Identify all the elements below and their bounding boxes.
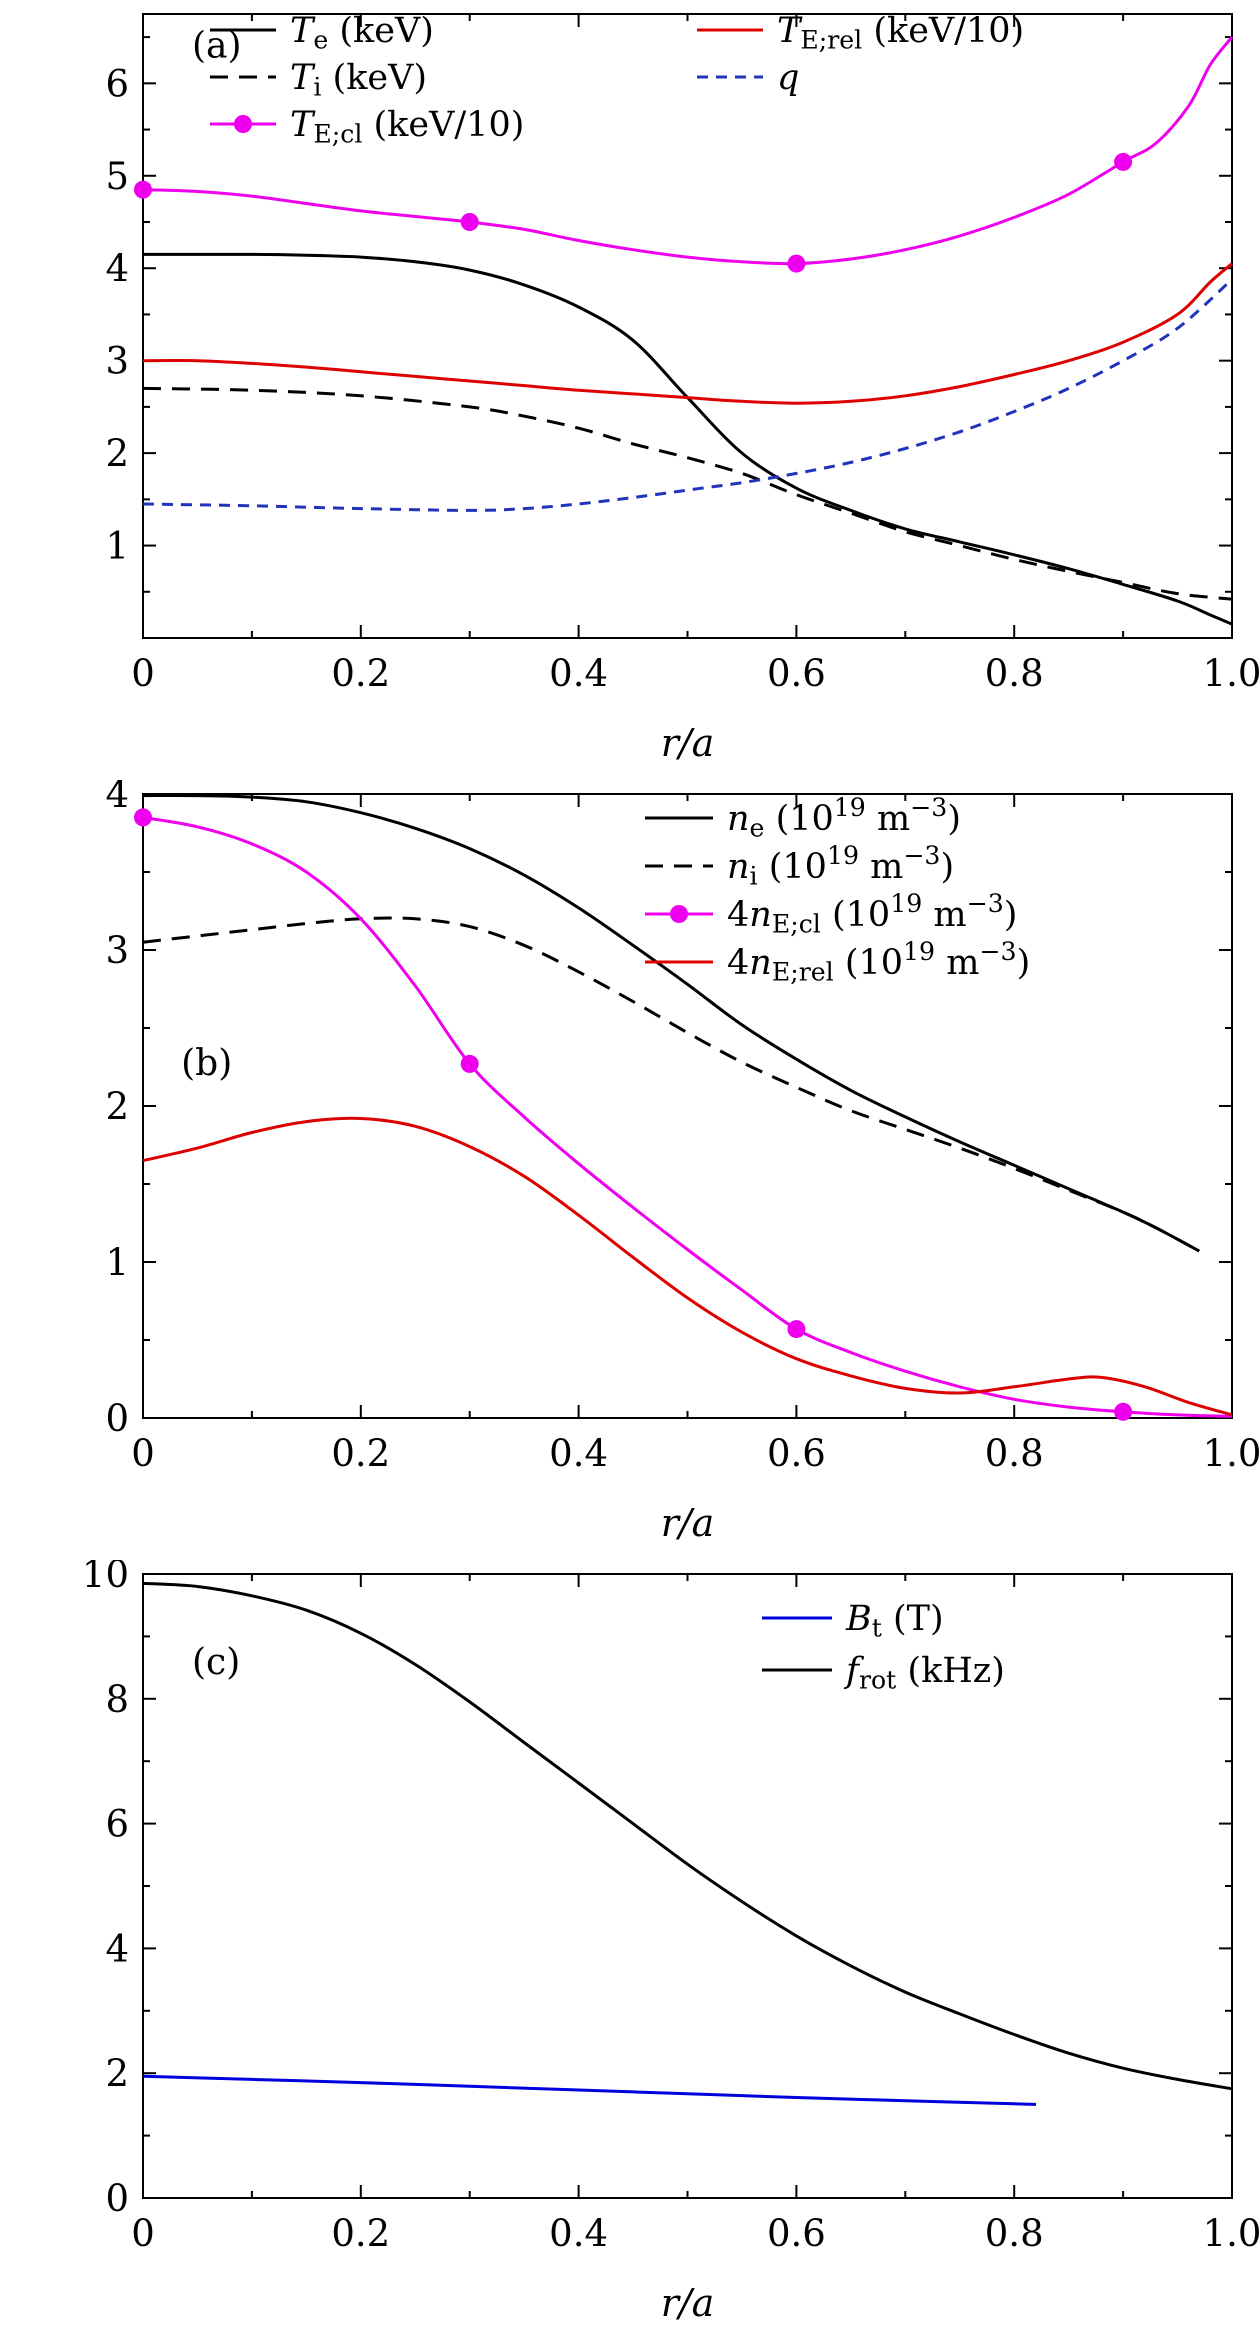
series-Te xyxy=(142,252,1233,626)
panel-a: 0 0.2 0.4 0.6 0.8 1.0 1 2 3 4 5 6 Te (keV) TE;rel (ke… xyxy=(0,0,1260,780)
series-Bt xyxy=(142,2074,1037,2106)
marker-TEcl xyxy=(787,254,806,273)
legend-label-Te: Te (keV) xyxy=(290,11,434,54)
x-tick-label: 1.0 xyxy=(1203,652,1260,695)
x-tick-label: 0.6 xyxy=(767,652,826,695)
plot-frame xyxy=(142,1573,1233,2199)
x-tick-label: 1.0 xyxy=(1203,2212,1260,2255)
panel-a-chart: 0 0.2 0.4 0.6 0.8 1.0 1 2 3 4 5 6 Te (keV) TE;rel (ke… xyxy=(105,11,1260,765)
x-axis-label: r/a xyxy=(661,721,715,765)
y-tick-label: 2 xyxy=(105,1085,129,1128)
y-tick-label: 0 xyxy=(105,2177,129,2220)
series-q xyxy=(142,278,1234,512)
panel-tag: (b) xyxy=(181,1043,232,1084)
panel-c: 0 0.2 0.4 0.6 0.8 1.0 0 2 4 6 8 10 Bt (T) frot (kHz) (… xyxy=(0,1560,1260,2340)
legend-marker-TEcl xyxy=(234,115,252,133)
x-tick-label: 0.2 xyxy=(331,2212,390,2255)
x-tick-label: 0.4 xyxy=(549,2212,608,2255)
y-tick-label: 0 xyxy=(105,1397,129,1440)
panel-b-chart: 0 0.2 0.4 0.6 0.8 1.0 0 1 2 3 4 ne (1019 m−3)ni (10… xyxy=(105,780,1260,1545)
x-tick-label: 0 xyxy=(131,652,155,695)
y-tick-label: 1 xyxy=(105,1241,129,1284)
x-axis-label: r/a xyxy=(661,1501,715,1545)
marker-TEcl xyxy=(460,213,479,231)
x-axis-label: r/a xyxy=(661,2281,715,2325)
panel-b: 0 0.2 0.4 0.6 0.8 1.0 0 1 2 3 4 ne (1019 m−3) ni (10… xyxy=(0,780,1260,1560)
x-tick-label: 0.6 xyxy=(767,1432,826,1475)
x-tick-label: 0.8 xyxy=(985,652,1044,695)
marker-4nEcl xyxy=(787,1320,806,1339)
series-TErel xyxy=(142,262,1233,405)
x-tick-label: 0 xyxy=(131,2212,155,2255)
x-tick-label: 0.4 xyxy=(549,652,608,695)
series-frot xyxy=(142,1581,1233,2091)
legend-label-Ti: Ti (keV) xyxy=(290,58,427,101)
legend-label-Bt: Bt (T) xyxy=(845,1599,944,1642)
marker-4nEcl xyxy=(1114,1402,1133,1421)
panel-tag: (a) xyxy=(192,26,242,67)
legend-label-4nErel: 4nE;rel (1019 m−3) xyxy=(727,937,1030,986)
marker-4nEcl xyxy=(134,808,152,827)
series-4nErel xyxy=(142,1116,1233,1417)
legend-label-TErel: TE;rel (keV/10) xyxy=(777,11,1024,54)
y-tick-label: 4 xyxy=(105,780,129,816)
x-tick-label: 0.6 xyxy=(767,2212,826,2255)
y-tick-label: 3 xyxy=(105,929,129,972)
y-tick-label: 2 xyxy=(105,2052,129,2095)
y-tick-label: 5 xyxy=(105,155,129,198)
y-tick-label: 8 xyxy=(105,1678,129,1721)
series-ni xyxy=(142,916,1201,1253)
y-tick-label: 1 xyxy=(105,525,129,568)
marker-4nEcl xyxy=(460,1054,479,1073)
marker-TEcl xyxy=(1114,152,1133,171)
y-tick-label: 4 xyxy=(105,247,129,290)
series-TEcl xyxy=(142,36,1234,266)
x-tick-label: 1.0 xyxy=(1203,1432,1260,1475)
legend-label-TEcl: TE;cl (keV/10) xyxy=(290,105,524,148)
legend-label-frot: frot (kHz) xyxy=(843,1651,1005,1694)
y-tick-label: 10 xyxy=(82,1560,129,1596)
series-4nEcl xyxy=(142,815,1233,1418)
marker-TEcl xyxy=(134,180,152,199)
series-Ti xyxy=(142,386,1233,601)
panel-tag: (c) xyxy=(192,1642,240,1683)
legend-label-ni: ni (1019 m−3) xyxy=(727,841,954,890)
legend-marker-4nEcl xyxy=(670,905,688,923)
plot-frame xyxy=(142,793,1233,1419)
series-ne xyxy=(142,793,1201,1253)
legend-label-4nEcl: 4nE;cl (1019 m−3) xyxy=(727,889,1017,938)
x-tick-label: 0.2 xyxy=(331,1432,390,1475)
x-tick-label: 0.4 xyxy=(549,1432,608,1475)
y-tick-label: 3 xyxy=(105,340,129,383)
x-tick-label: 0.8 xyxy=(985,2212,1044,2255)
y-tick-label: 6 xyxy=(105,1803,129,1846)
y-tick-label: 6 xyxy=(105,62,129,105)
y-tick-label: 2 xyxy=(105,432,129,475)
x-tick-label: 0.2 xyxy=(331,652,390,695)
y-tick-label: 4 xyxy=(105,1927,129,1970)
legend-label-ne: ne (1019 m−3) xyxy=(727,793,961,842)
x-tick-label: 0.8 xyxy=(985,1432,1044,1475)
panel-c-chart: 0 0.2 0.4 0.6 0.8 1.0 0 2 4 6 8 10 Bt (T) frot (kHz) (… xyxy=(82,1560,1260,2325)
legend-label-q: q xyxy=(777,58,799,98)
x-tick-label: 0 xyxy=(131,1432,155,1475)
